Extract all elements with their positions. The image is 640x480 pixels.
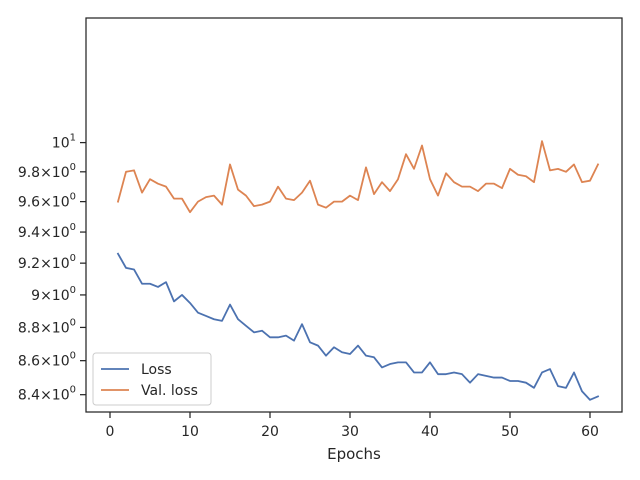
y-tick-label: 9×100 (31, 285, 76, 304)
y-axis: 8.4×100 8.6×100 8.8×100 9×100 9.2×100 9.4×100… (18, 133, 86, 404)
y-tick-label: 8.4×100 (18, 385, 76, 404)
y-tick-label: 8.8×100 (18, 317, 76, 336)
legend: Loss Val. loss (92, 352, 212, 406)
y-tick-label: 101 (52, 133, 76, 152)
x-tick-label: 30 (341, 424, 359, 440)
plot-frame (85, 17, 623, 413)
x-tick-label: 40 (421, 424, 439, 440)
x-axis-label: Epochs (327, 445, 381, 463)
y-tick-label: 9.4×100 (18, 222, 76, 241)
legend-label: Val. loss (141, 383, 198, 399)
legend-label: Loss (141, 362, 172, 378)
x-tick-label: 10 (181, 424, 199, 440)
plot-lines (116, 140, 600, 401)
x-tick-label: 0 (106, 424, 115, 440)
x-tick-label: 60 (581, 424, 599, 440)
y-tick-label: 9.2×100 (18, 253, 76, 272)
y-tick-label: 9.8×100 (18, 162, 76, 181)
series-line-loss (116, 252, 600, 401)
x-axis: 0 10 20 30 40 50 60 (106, 412, 599, 440)
series-line-val-loss (116, 140, 600, 214)
y-tick-label: 8.6×100 (18, 351, 76, 370)
y-tick-label: 9.6×100 (18, 192, 76, 211)
x-tick-label: 20 (261, 424, 279, 440)
x-tick-label: 50 (501, 424, 519, 440)
legend-box (92, 352, 212, 406)
